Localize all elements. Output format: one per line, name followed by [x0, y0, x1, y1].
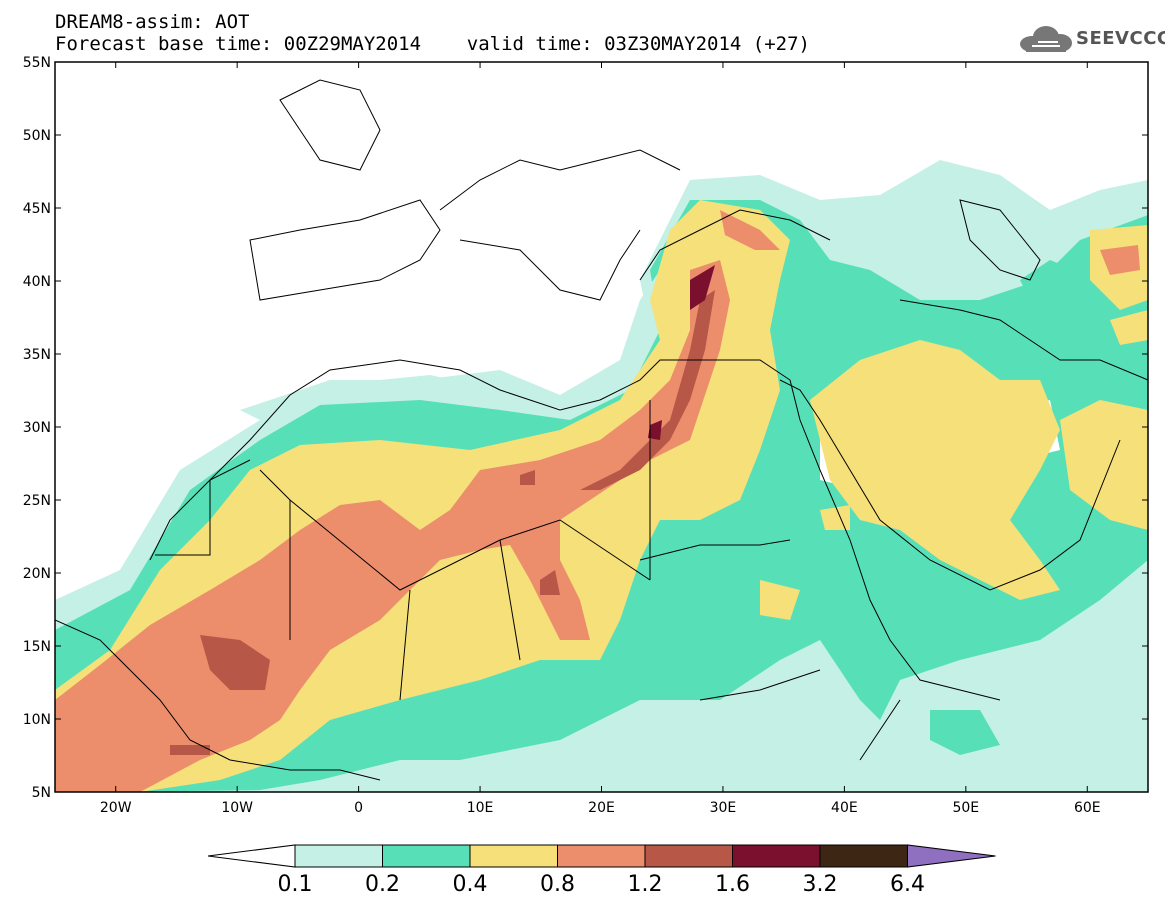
colorbar-segment	[819, 844, 908, 868]
colorbar-label: 1.6	[715, 872, 750, 897]
map-title: DREAM8-assim: AOT	[55, 11, 250, 33]
colorbar-label: 0.8	[540, 872, 575, 897]
colorbar-max-arrow	[907, 844, 996, 868]
colorbar-segment	[644, 844, 733, 868]
colorbar-label: 0.1	[278, 872, 313, 897]
lat-tick-label: 35N	[23, 347, 51, 363]
colorbar-label: 0.4	[453, 872, 488, 897]
aot-contour-1.6	[648, 265, 715, 440]
lon-tick-label: 10W	[221, 800, 253, 816]
lon-tick-label: 40E	[831, 800, 858, 816]
logo-text: SEEVCCC	[1076, 28, 1165, 49]
lon-tick-label: 20E	[588, 800, 615, 816]
lat-tick-label: 55N	[23, 55, 51, 71]
lat-tick-label: 50N	[23, 128, 51, 144]
colorbar-segment	[557, 844, 646, 868]
colorbar-segment	[382, 844, 471, 868]
coastlines	[55, 79, 1148, 781]
colorbar-segment	[294, 844, 383, 868]
aot-coastal-band-west	[240, 380, 380, 420]
lat-tick-label: 45N	[23, 201, 51, 217]
lat-axis: 55N 50N 45N 40N 35N 30N 25N 20N 15N 10N 5N	[23, 55, 1148, 801]
lon-tick-label: 30E	[710, 800, 737, 816]
lat-tick-label: 5N	[32, 785, 51, 801]
colorbar-segment	[469, 844, 558, 868]
lon-axis: 20W 10W 0 10E 20E 30E 40E 50E 60E	[100, 62, 1101, 816]
aot-coastal-band	[420, 270, 660, 410]
lon-tick-label: 50E	[952, 800, 979, 816]
colorbar-label: 1.2	[628, 872, 663, 897]
colorbar-label: 3.2	[803, 872, 838, 897]
lat-tick-label: 25N	[23, 493, 51, 509]
lat-tick-label: 15N	[23, 639, 51, 655]
lat-tick-label: 10N	[23, 712, 51, 728]
aot-contour-1.2	[170, 290, 715, 755]
lon-tick-label: 0	[354, 800, 363, 816]
seevccc-logo: SEEVCCC	[1018, 24, 1165, 54]
colorbar-segment	[732, 844, 821, 868]
lat-tick-label: 20N	[23, 566, 51, 582]
forecast-time-line: Forecast base time: 00Z29MAY2014 valid t…	[55, 33, 810, 55]
colorbar: 0.1 0.2 0.4 0.8 1.2 1.6 3.2 6.4	[207, 844, 996, 897]
lat-tick-label: 30N	[23, 420, 51, 436]
colorbar-label: 6.4	[890, 872, 925, 897]
colorbar-min-arrow	[207, 844, 296, 868]
cloud-icon	[1020, 26, 1072, 52]
aot-field	[55, 62, 1148, 792]
colorbar-label: 0.2	[365, 872, 400, 897]
lon-tick-label: 60E	[1074, 800, 1101, 816]
lat-tick-label: 40N	[23, 274, 51, 290]
lon-tick-label: 10E	[467, 800, 494, 816]
lon-tick-label: 20W	[100, 800, 132, 816]
